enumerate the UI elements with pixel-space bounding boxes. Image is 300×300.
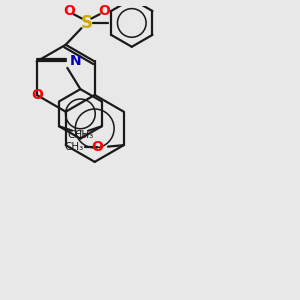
Text: CH₃: CH₃ (64, 142, 84, 152)
Text: O: O (91, 140, 103, 154)
Text: O: O (31, 88, 43, 102)
Text: CH₃: CH₃ (74, 130, 94, 140)
Text: N: N (69, 55, 81, 68)
Text: O: O (63, 4, 75, 18)
Text: S: S (81, 14, 93, 32)
Text: CH₃: CH₃ (67, 130, 86, 140)
Text: O: O (98, 4, 110, 18)
